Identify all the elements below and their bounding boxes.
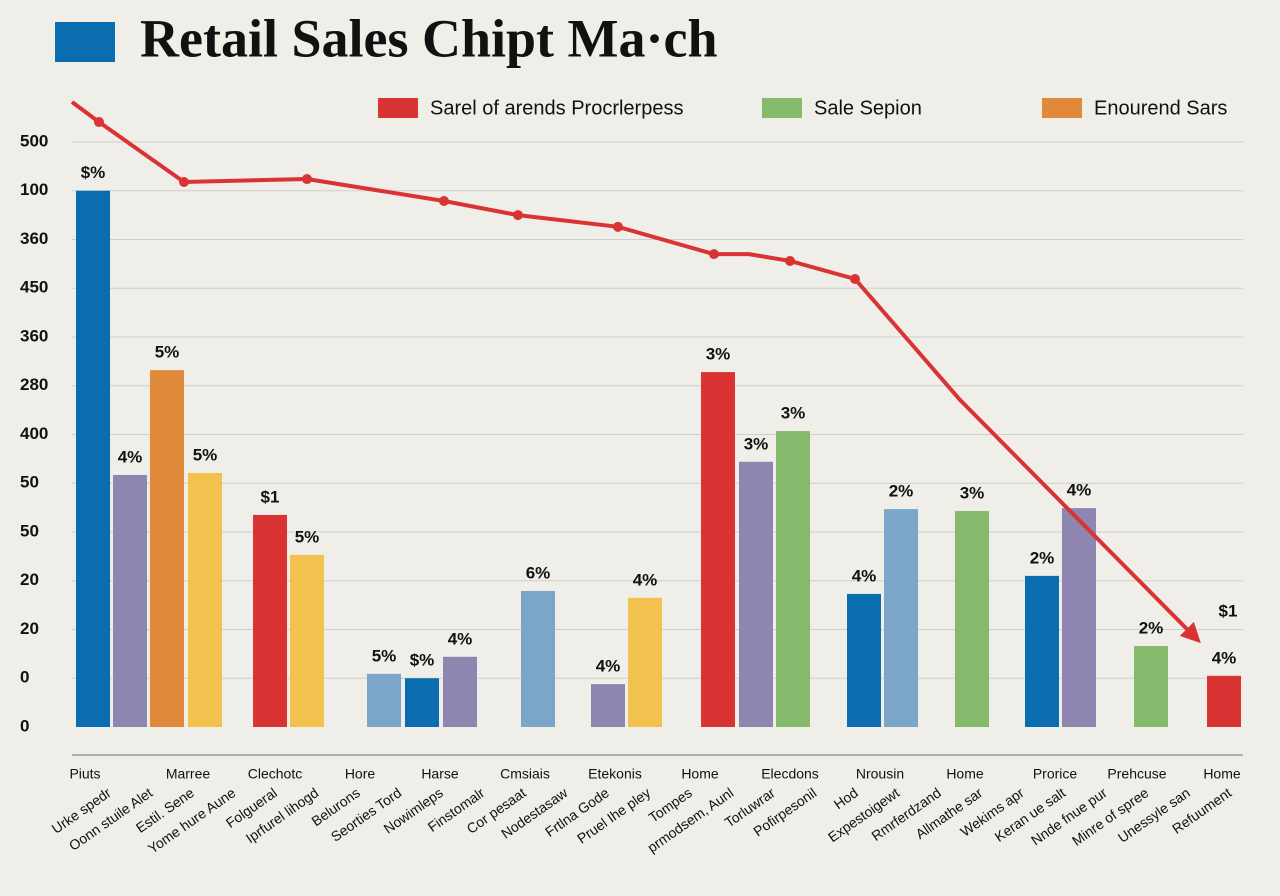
bar-label: 3% [781,404,806,423]
bar [628,597,662,727]
x-label: Prehcuse [1107,766,1166,782]
y-tick-label: 0 [20,668,29,687]
x-label: Home [946,766,984,782]
bar [884,509,918,727]
line-point [439,195,449,206]
bar [76,190,110,727]
bar [290,554,324,727]
x-label: Home [1203,766,1241,782]
x-label-rotated: Hod [831,784,861,812]
bar-label: 6% [526,563,551,582]
line-point [302,174,312,185]
y-tick-label: 280 [20,375,48,394]
y-tick-label: 50 [20,473,39,492]
y-tick-label: 400 [20,424,48,443]
bar [113,474,147,727]
bar-label: 5% [193,445,218,464]
bar-label: 4% [633,570,658,589]
bar [955,511,989,727]
bar [1207,675,1241,727]
bar-label: 4% [118,447,143,466]
bar [847,593,881,727]
bar-label: 4% [852,566,877,585]
annotation: $1 [1219,601,1238,620]
bar-label: 5% [372,646,397,665]
y-tick-label: 50 [20,521,39,540]
x-label: Prorice [1033,766,1078,782]
bar-label: 4% [1067,481,1092,500]
x-label: Harse [421,766,459,782]
bar [739,461,773,727]
x-label: Piuts [69,766,100,782]
y-tick-label: 360 [20,326,48,345]
x-label: Etekonis [588,766,642,782]
legend-label: Sarel of arends Procrlerpess [430,97,683,119]
bar-label: 5% [155,343,180,362]
y-tick-label: 450 [20,278,48,297]
x-label: Cmsiais [500,766,550,782]
y-tick-label: 360 [20,229,48,248]
x-label: Marree [166,766,211,782]
bar [253,514,287,727]
line-point [94,117,104,128]
line-point [709,249,719,260]
line-point [613,221,623,232]
bar-label: 4% [596,657,621,676]
x-label: Home [681,766,719,782]
bar [1062,508,1096,727]
bar [150,370,184,727]
bar [367,673,401,727]
x-label: Hore [345,766,376,782]
bar-label: 3% [744,434,769,453]
legend-swatch [762,98,802,118]
legend-label: Enourend Sars [1094,97,1227,119]
y-tick-label: 100 [20,180,48,199]
bar-label: $% [81,163,106,182]
bar [776,431,810,727]
line-point [850,273,860,284]
bar [405,678,439,727]
bar-label: $% [410,651,435,670]
line-point [785,255,795,266]
chart-title: Retail Sales Chipt Ma·ch [140,8,718,68]
bar-label: 2% [889,482,914,501]
title-block [55,22,115,62]
x-label: Clechotc [248,766,302,782]
legend-swatch [1042,98,1082,118]
bar [443,656,477,727]
bar-label: 4% [448,629,473,648]
y-tick-label: 0 [20,716,29,735]
y-tick-label: 20 [20,619,39,638]
x-label: Nrousin [856,766,904,782]
bar [701,372,735,727]
bar [1134,646,1168,727]
y-tick-label: 500 [20,131,48,150]
bar [188,473,222,727]
y-tick-label: 20 [20,570,39,589]
bar-label: 2% [1139,619,1164,638]
bar-label: 4% [1212,648,1237,667]
line-point [179,176,189,187]
x-label: Elecdons [761,766,819,782]
legend-swatch [378,98,418,118]
bar-label: 3% [706,345,731,364]
bar-label: 3% [960,484,985,503]
bar-label: 5% [295,527,320,546]
bar [521,590,555,727]
legend-label: Sale Sepion [814,97,922,119]
bar [1025,575,1059,727]
line-point [513,210,523,221]
bar-label: $1 [261,487,280,506]
bar-label: 2% [1030,548,1055,567]
bar [591,684,625,727]
